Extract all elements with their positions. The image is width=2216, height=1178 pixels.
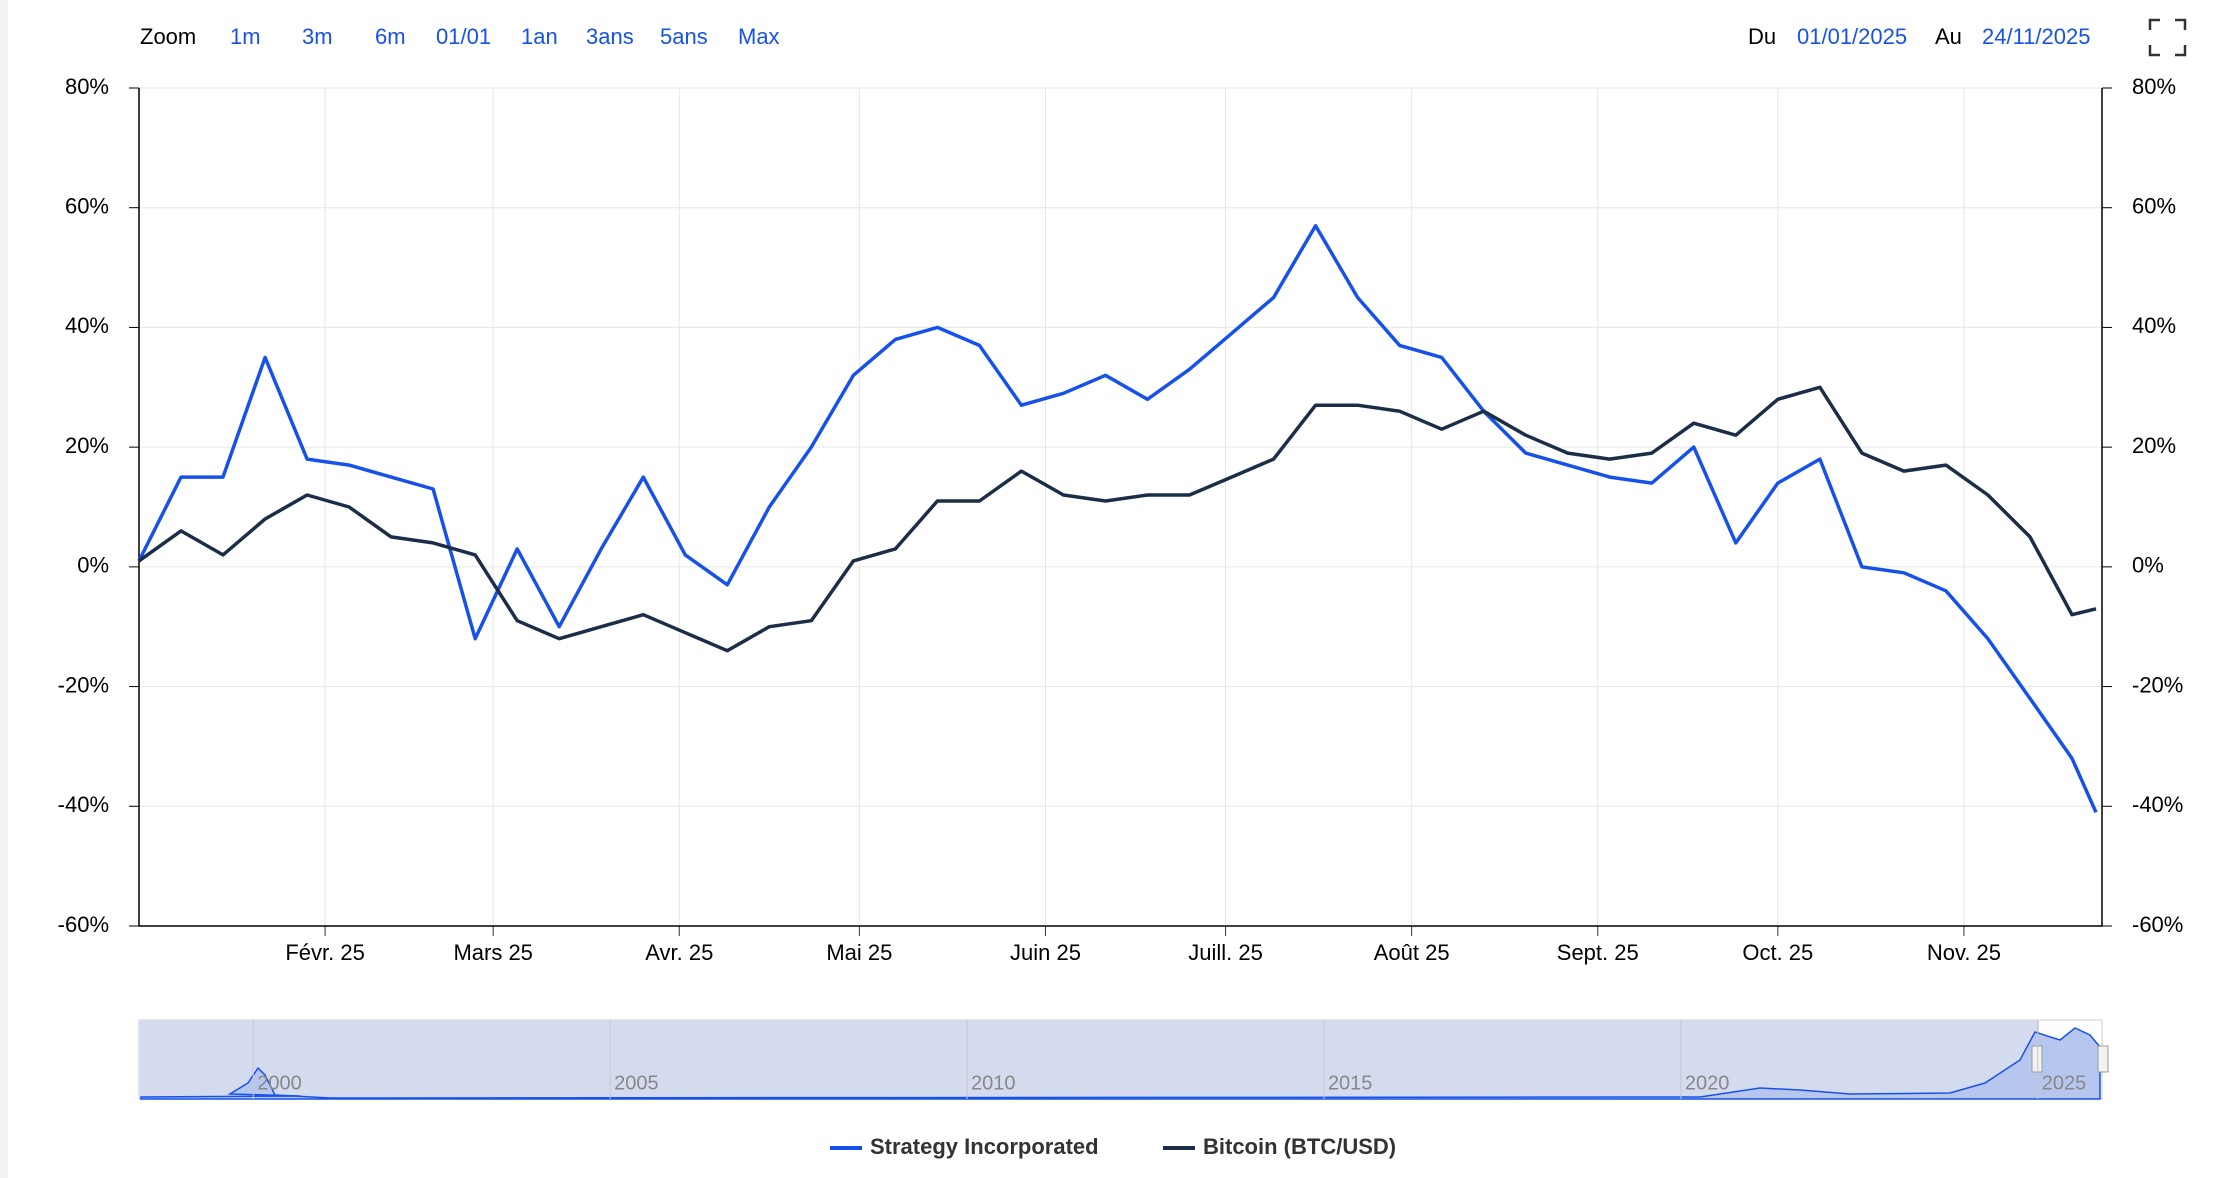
x-tick-label: Juill. 25: [1188, 940, 1263, 965]
legend-label[interactable]: Bitcoin (BTC/USD): [1203, 1134, 1396, 1159]
y2-tick-label: 20%: [2132, 433, 2176, 458]
navigator-mask: [139, 1020, 2039, 1099]
zoom-button[interactable]: 3ans: [586, 24, 634, 49]
y2-tick-label: -40%: [2132, 792, 2183, 817]
from-label: Du: [1748, 24, 1776, 49]
y2-tick-label: 40%: [2132, 313, 2176, 338]
x-tick-label: Sept. 25: [1557, 940, 1639, 965]
navigator-handle[interactable]: [2031, 1045, 2043, 1073]
zoom-button[interactable]: 5ans: [660, 24, 708, 49]
zoom-label: Zoom: [140, 24, 196, 49]
y-tick-label: -40%: [58, 792, 109, 817]
series-line: [137, 223, 2098, 814]
y-tick-label: -20%: [58, 672, 109, 697]
y-tick-label: 0%: [77, 553, 109, 578]
y-tick-label: 40%: [65, 313, 109, 338]
fullscreen-button[interactable]: [2148, 18, 2187, 57]
x-tick-label: Avr. 25: [645, 940, 713, 965]
zoom-buttons: 1m 3m 6m 01/01 1an 3ans 5ans Max: [230, 24, 780, 49]
y2-tick-label: 60%: [2132, 194, 2176, 219]
grid: [139, 87, 2102, 927]
zoom-button[interactable]: Max: [738, 24, 780, 49]
y-tick-label: 60%: [65, 194, 109, 219]
y-tick-label: 80%: [65, 74, 109, 99]
navigator-handle[interactable]: [2097, 1045, 2109, 1073]
zoom-button[interactable]: 6m: [375, 24, 406, 49]
left-border: [0, 0, 8, 1178]
y2-tick-label: 0%: [2132, 553, 2164, 578]
x-tick-label: Mars 25: [453, 940, 532, 965]
navigator-tick-label: 2020: [1685, 1072, 1730, 1094]
legend-label[interactable]: Strategy Incorporated: [870, 1134, 1099, 1159]
x-tick-label: Févr. 25: [285, 940, 364, 965]
zoom-button[interactable]: 1m: [230, 24, 261, 49]
y-tick-label: -60%: [58, 912, 109, 937]
y-tick-label: 20%: [65, 433, 109, 458]
zoom-button[interactable]: 01/01: [436, 24, 491, 49]
y2-tick-label: -60%: [2132, 912, 2183, 937]
x-tick-label: Août 25: [1374, 940, 1450, 965]
navigator-series: [140, 1027, 2101, 1100]
to-date[interactable]: 24/11/2025: [1982, 24, 2090, 49]
plot-frame: [138, 88, 2103, 927]
to-label: Au: [1935, 24, 1962, 49]
series-line: [137, 385, 2097, 653]
y2-tick-label: -20%: [2132, 672, 2183, 697]
navigator-tick-label: 2010: [971, 1072, 1016, 1094]
x-tick-label: Juin 25: [1010, 940, 1081, 965]
y2-tick-label: 80%: [2132, 74, 2176, 99]
navigator-tick-label: 2025: [2042, 1072, 2087, 1094]
navigator-tick-label: 2015: [1328, 1072, 1373, 1094]
navigator-tick-label: 2005: [614, 1072, 659, 1094]
from-date[interactable]: 01/01/2025: [1797, 24, 1907, 49]
zoom-button[interactable]: 3m: [302, 24, 333, 49]
x-tick-label: Oct. 25: [1742, 940, 1813, 965]
zoom-button[interactable]: 1an: [521, 24, 558, 49]
navigator: 2000 2005 2010 2015 2020 2025: [138, 1019, 2109, 1100]
navigator-tick-label: 2000: [257, 1072, 302, 1094]
x-tick-label: Nov. 25: [1927, 940, 2001, 965]
x-tick-label: Mai 25: [826, 940, 892, 965]
